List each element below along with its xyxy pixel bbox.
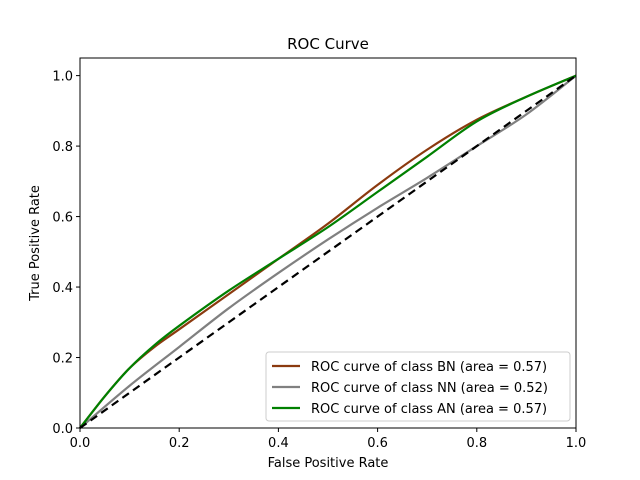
y-axis-label: True Positive Rate — [28, 185, 43, 302]
legend-box — [265, 351, 571, 422]
legend-label: ROC curve of class NN (area = 0.52) — [311, 381, 548, 396]
x-tick-label: 0.8 — [466, 436, 487, 451]
y-tick-label: 1.0 — [52, 70, 73, 85]
legend-label: ROC curve of class BN (area = 0.57) — [311, 360, 547, 375]
y-tick-label: 0.0 — [52, 422, 73, 437]
x-tick-label: 0.4 — [268, 436, 289, 451]
plot-area — [79, 74, 577, 429]
y-tick-label: 0.2 — [52, 352, 73, 367]
legend-label: ROC curve of class AN (area = 0.57) — [311, 402, 547, 417]
y-tick-label: 0.8 — [52, 140, 73, 155]
chance-diagonal-line — [79, 74, 577, 429]
x-tick-label: 1.0 — [566, 436, 587, 451]
chart-title: ROC Curve — [287, 35, 369, 53]
axis-ticks: 0.0 0.2 0.4 0.6 0.8 1.0 0.0 0.2 0.4 0.6 0.8 1.0 — [52, 70, 586, 451]
legend: ROC curve of class BN (area = 0.57) ROC c… — [265, 351, 571, 422]
x-tick-label: 0.2 — [169, 436, 190, 451]
roc-series-line-1 — [79, 74, 577, 429]
plot-frame — [79, 57, 577, 429]
y-tick-label: 0.4 — [52, 281, 73, 296]
x-axis-label: False Positive Rate — [268, 456, 389, 471]
x-tick-label: 0.6 — [367, 436, 388, 451]
y-tick-label: 0.6 — [52, 211, 73, 226]
x-tick-label: 0.0 — [70, 436, 91, 451]
roc-series-line-2 — [79, 74, 577, 429]
